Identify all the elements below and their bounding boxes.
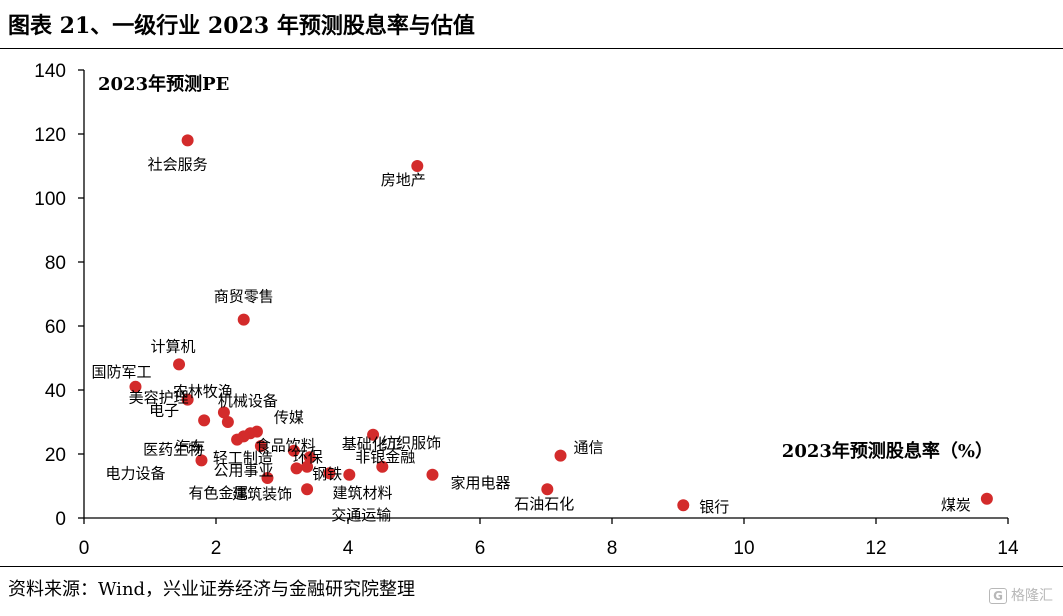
y-tick-label: 80 xyxy=(45,253,66,274)
point-label: 钢铁 xyxy=(312,465,342,483)
point-label: 建筑材料 xyxy=(333,484,393,502)
data-point xyxy=(195,454,208,467)
x-tick-label: 0 xyxy=(79,538,90,559)
data-point xyxy=(181,393,194,406)
point-label: 石油石化 xyxy=(514,495,574,513)
x-tick-label: 2 xyxy=(211,538,222,559)
data-point xyxy=(181,134,194,147)
point-label: 通信 xyxy=(574,439,604,457)
data-point xyxy=(217,406,230,419)
point-label: 非银金融 xyxy=(355,448,415,466)
point-label: 基础化工 xyxy=(342,435,402,453)
y-tick-label: 140 xyxy=(34,61,66,82)
data-point xyxy=(287,444,300,457)
y-tick-label: 60 xyxy=(45,317,66,338)
data-point xyxy=(677,499,690,512)
data-point xyxy=(426,468,439,481)
data-point xyxy=(301,483,314,496)
data-point xyxy=(261,472,274,484)
point-label: 纺织服饰 xyxy=(381,434,441,452)
point-label: 商贸零售 xyxy=(214,288,274,306)
chart-footer: 资料来源：Wind，兴业证券经济与金融研究院整理 G 格隆汇 xyxy=(0,566,1063,616)
point-label: 美容护理 xyxy=(129,389,189,407)
watermark-text: 格隆汇 xyxy=(1011,588,1053,604)
figure-title: 图表 21、一级行业 2023 年预测股息率与估值 xyxy=(8,13,475,39)
point-label: 有色金属 xyxy=(188,484,248,502)
data-point xyxy=(367,428,380,441)
point-label: 电力设备 xyxy=(105,464,165,482)
point-label: 社会服务 xyxy=(148,155,208,173)
y-tick-label: 20 xyxy=(45,445,66,466)
axes: 0 20 40 60 80 100 120 140 0 2 4 6 8 10 12 14 xyxy=(34,61,1019,559)
data-point xyxy=(290,462,303,475)
point-label: 机械设备 xyxy=(218,392,278,410)
point-label: 轻工制造 xyxy=(213,449,273,467)
point-label: 房地产 xyxy=(381,171,426,189)
data-point xyxy=(554,449,567,462)
point-label: 环保 xyxy=(293,448,323,466)
watermark-logo-icon: G xyxy=(989,588,1007,604)
data-point xyxy=(343,468,356,481)
point-label: 食品饮料 xyxy=(256,436,316,454)
data-point xyxy=(541,483,554,496)
point-label: 电子 xyxy=(149,401,179,419)
x-tick-label: 14 xyxy=(997,538,1019,559)
point-label: 交通运输 xyxy=(331,506,391,524)
data-point xyxy=(323,467,336,480)
point-label: 传媒 xyxy=(274,409,304,427)
data-point xyxy=(301,460,314,473)
y-tick-label: 100 xyxy=(34,189,66,210)
watermark: G 格隆汇 xyxy=(989,585,1053,605)
data-point xyxy=(237,313,250,326)
point-label: 国防军工 xyxy=(91,363,151,381)
y-tick-label: 0 xyxy=(55,509,66,530)
x-tick-label: 12 xyxy=(865,538,886,559)
source-note: 资料来源：Wind，兴业证券经济与金融研究院整理 xyxy=(8,579,416,600)
data-point xyxy=(376,460,389,473)
data-point xyxy=(231,433,244,446)
point-label: 农林牧渔 xyxy=(173,382,233,400)
chart-header: 图表 21、一级行业 2023 年预测股息率与估值 xyxy=(0,0,1063,49)
data-point xyxy=(198,414,211,427)
point-label: 建筑装饰 xyxy=(232,485,292,503)
x-tick-label: 6 xyxy=(475,538,486,559)
point-label: 汽车 xyxy=(175,438,205,456)
x-tick-label: 8 xyxy=(607,538,618,559)
y-tick-label: 120 xyxy=(34,125,66,146)
point-label: 医药生物 xyxy=(143,441,203,459)
y-tick-label: 40 xyxy=(45,381,66,402)
data-point xyxy=(411,160,424,172)
data-point xyxy=(221,416,234,428)
point-label: 公用事业 xyxy=(214,461,274,479)
data-point xyxy=(980,492,993,505)
point-label: 计算机 xyxy=(151,337,196,355)
point-label: 家用电器 xyxy=(450,474,510,492)
data-point xyxy=(173,358,186,371)
data-point xyxy=(254,440,267,452)
x-tick-label: 4 xyxy=(343,538,354,559)
data-point xyxy=(303,451,316,464)
data-points xyxy=(129,134,993,512)
x-axis-label: 2023年预测股息率（%） xyxy=(782,440,993,462)
point-label: 煤炭 xyxy=(941,496,971,514)
data-point xyxy=(129,380,142,393)
point-label: 银行 xyxy=(699,498,729,516)
y-axis-label: 2023年预测PE xyxy=(98,73,229,95)
x-tick-label: 10 xyxy=(733,538,754,559)
